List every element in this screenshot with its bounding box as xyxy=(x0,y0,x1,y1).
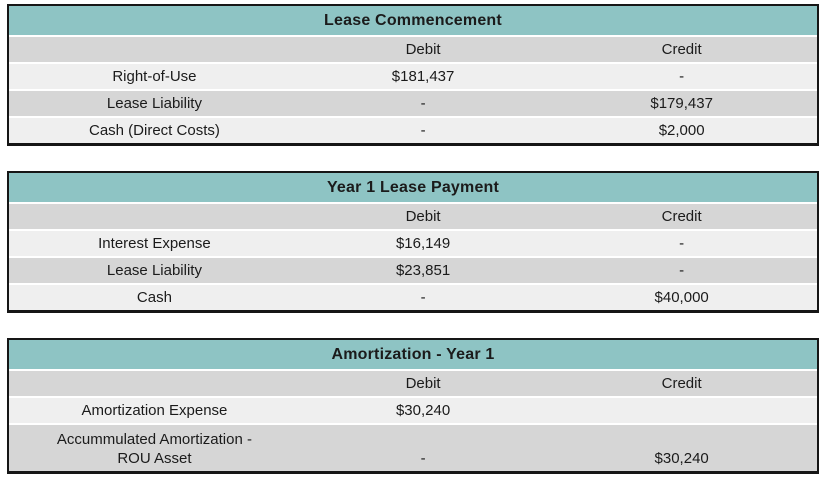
table-row: Interest Expense $16,149 - xyxy=(9,229,817,256)
account-column-spacer xyxy=(9,47,300,53)
credit-value: $2,000 xyxy=(658,122,705,139)
debit-value: - xyxy=(420,289,426,306)
account-label: Cash xyxy=(136,289,172,306)
table-amortization-year1: Amortization - Year 1 Debit Credit Amort… xyxy=(7,338,819,474)
table-row: Right-of-Use $181,437 - xyxy=(9,62,817,89)
debit-value: - xyxy=(420,450,426,467)
account-label: Interest Expense xyxy=(98,235,211,252)
table-row: Lease Liability - $179,437 xyxy=(9,89,817,116)
debit-column-header: Debit xyxy=(405,208,441,225)
credit-value: $30,240 xyxy=(654,450,709,467)
debit-value: $30,240 xyxy=(395,402,451,419)
account-label: Right-of-Use xyxy=(112,68,197,85)
column-header-row: Debit Credit xyxy=(9,369,817,396)
account-column-spacer xyxy=(9,214,300,220)
debit-value: $181,437 xyxy=(391,68,455,85)
table-row: Cash - $40,000 xyxy=(9,283,817,310)
table-row: Accummulated Amortization - ROU Asset - … xyxy=(9,423,817,471)
debit-value: $16,149 xyxy=(395,235,451,252)
account-label: Lease Liability xyxy=(106,262,202,279)
table-title: Lease Commencement xyxy=(9,6,817,35)
account-label-text: Accummulated Amortization - ROU Asset xyxy=(56,431,252,467)
column-header-row: Debit Credit xyxy=(9,35,817,62)
table-title: Amortization - Year 1 xyxy=(9,340,817,369)
credit-column-header: Credit xyxy=(661,208,702,225)
credit-value: - xyxy=(679,235,685,252)
table-year1-lease-payment: Year 1 Lease Payment Debit Credit Intere… xyxy=(7,171,819,313)
debit-value: - xyxy=(420,95,426,112)
table-title: Year 1 Lease Payment xyxy=(9,173,817,202)
credit-value xyxy=(546,408,817,414)
credit-value: - xyxy=(679,262,685,279)
credit-column-header: Credit xyxy=(661,41,702,58)
account-label: Accummulated Amortization - ROU Asset xyxy=(9,427,300,471)
account-column-spacer xyxy=(9,381,300,387)
table-row: Lease Liability $23,851 - xyxy=(9,256,817,283)
debit-column-header: Debit xyxy=(405,41,441,58)
table-lease-commencement: Lease Commencement Debit Credit Right-of… xyxy=(7,4,819,146)
credit-value: $179,437 xyxy=(650,95,713,112)
account-label: Lease Liability xyxy=(106,95,202,112)
account-label: Amortization Expense xyxy=(81,402,228,419)
debit-column-header: Debit xyxy=(405,375,441,392)
column-header-row: Debit Credit xyxy=(9,202,817,229)
debit-value: - xyxy=(420,122,426,139)
account-label: Cash (Direct Costs) xyxy=(89,122,220,139)
table-row: Amortization Expense $30,240 xyxy=(9,396,817,423)
debit-value: $23,851 xyxy=(395,262,451,279)
credit-value: - xyxy=(679,68,685,85)
credit-value: $40,000 xyxy=(654,289,709,306)
credit-column-header: Credit xyxy=(661,375,702,392)
table-row: Cash (Direct Costs) - $2,000 xyxy=(9,116,817,143)
